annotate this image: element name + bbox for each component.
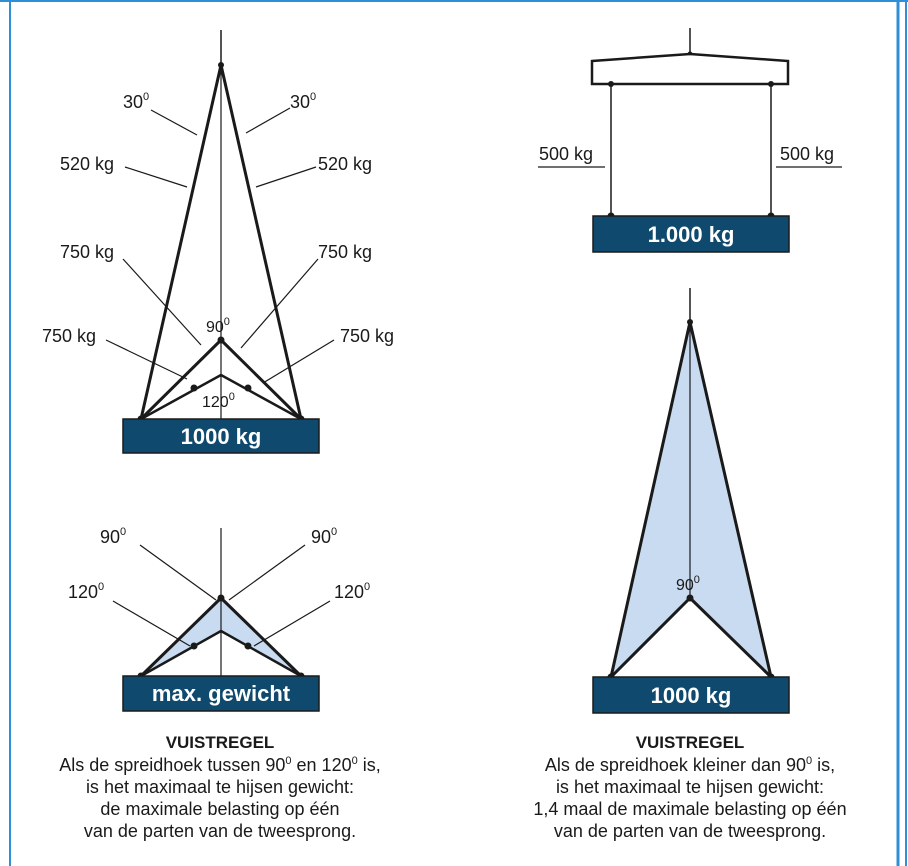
node-120-right: [244, 384, 252, 392]
force-500-left-label: 500 kg: [539, 144, 593, 164]
force-750-lower-right-label: 750 kg: [340, 326, 394, 346]
caption-left-line-1: Als de spreidhoek tussen 900 en 1200 is,: [59, 755, 381, 775]
leg-120-left: [140, 373, 222, 421]
leader-520-left: [124, 166, 188, 188]
leg-120-left-bl: [140, 629, 222, 678]
force-750-lower-left-label: 750 kg: [42, 326, 96, 346]
angle-90-left-label-bl: 900: [100, 526, 126, 547]
angle-30-left-label: 300: [123, 91, 149, 112]
leader-120-left-bl: [112, 600, 191, 647]
caption-right-line-2: is het maximaal te hijsen gewicht:: [555, 777, 825, 797]
diagram-bottom-right: [607, 288, 775, 681]
leader-30-right: [245, 107, 291, 134]
load-label-top-left: 1000 kg: [181, 424, 262, 449]
leader-750-upper-left: [122, 258, 202, 346]
leg-90-right: [219, 338, 303, 421]
caption-left-line-4: van de parten van de tweesprong.: [83, 821, 357, 841]
caption-left-line-2: is het maximaal te hijsen gewicht:: [85, 777, 355, 797]
node-120-right-bl: [244, 642, 252, 650]
leader-750-lower-left: [105, 339, 188, 380]
force-750-upper-left-label: 750 kg: [60, 242, 114, 262]
node-apex-90-br: [686, 594, 694, 602]
leg-90-right-br: [688, 596, 773, 679]
angle-120-label: 1200: [202, 391, 235, 411]
force-500-right-label: 500 kg: [780, 144, 834, 164]
angle-90-label: 900: [206, 316, 230, 336]
leader-750-lower-right: [262, 339, 335, 384]
leg-long-right-br: [688, 321, 773, 678]
leader-520-right: [255, 166, 317, 188]
node-120-left-bl: [190, 642, 198, 650]
leg-30-left: [139, 64, 223, 420]
leader-120-right-bl: [253, 600, 331, 647]
caption-left-title: VUISTREGEL: [165, 733, 275, 752]
leader-30-left: [150, 109, 198, 136]
load-label-bottom-left: max. gewicht: [152, 681, 291, 706]
leg-long-left-br: [609, 321, 692, 678]
diagram-top-left: [105, 30, 335, 423]
load-block-top-right: [592, 215, 790, 253]
leader-90-right-bl: [228, 544, 306, 601]
node-120-left: [190, 384, 198, 392]
leg-90-right-bl: [219, 596, 303, 678]
leg-30-right: [219, 64, 303, 420]
caption-right-line-4: van de parten van de tweesprong.: [553, 821, 827, 841]
diagram-top-right: [538, 28, 842, 220]
leg-90-left-bl: [139, 596, 223, 678]
angle-90-right-label-bl: 900: [311, 526, 337, 547]
caption-right: VUISTREGEL Als de spreidhoek kleiner dan…: [510, 732, 870, 842]
load-block-top-left: [122, 418, 320, 454]
leg-120-right-bl: [220, 629, 302, 678]
angle-120-right-label-bl: 1200: [334, 581, 370, 602]
node-apex-bl: [217, 594, 225, 602]
leg-90-left-br: [609, 596, 692, 679]
caption-left: VUISTREGEL Als de spreidhoek tussen 900 …: [40, 732, 400, 842]
force-520-right-label: 520 kg: [318, 154, 372, 174]
leader-750-upper-right: [240, 258, 319, 349]
leg-120-right: [220, 373, 302, 421]
load-block-bottom-right: [592, 676, 790, 714]
caption-right-line-3: 1,4 maal de maximale belasting op één: [533, 799, 847, 819]
node-apex-30: [218, 62, 224, 68]
angle-120-left-label-bl: 1200: [68, 581, 104, 602]
node-apex-top-br: [687, 319, 693, 325]
sling-left-top-node: [608, 81, 614, 87]
area-under-90: [611, 322, 771, 677]
load-label-bottom-right: 1000 kg: [651, 683, 732, 708]
load-label-top-right: 1.000 kg: [648, 222, 735, 247]
spreader-beam: [590, 52, 790, 86]
node-apex-90: [217, 336, 225, 344]
caption-right-line-1: Als de spreidhoek kleiner dan 900 is,: [544, 755, 836, 775]
load-block-bottom-left: [122, 675, 320, 712]
diagram-bottom-left: [112, 528, 331, 680]
leader-90-left-bl: [139, 544, 217, 601]
angle-30-right-label: 300: [290, 91, 316, 112]
leg-90-left: [139, 338, 223, 421]
force-520-left-label: 520 kg: [60, 154, 114, 174]
sling-right-top-node: [768, 81, 774, 87]
angle-90-label-br: 900: [676, 574, 700, 594]
force-750-upper-right-label: 750 kg: [318, 242, 372, 262]
caption-left-line-3: de maximale belasting op één: [100, 799, 340, 819]
caption-right-title: VUISTREGEL: [635, 733, 745, 752]
